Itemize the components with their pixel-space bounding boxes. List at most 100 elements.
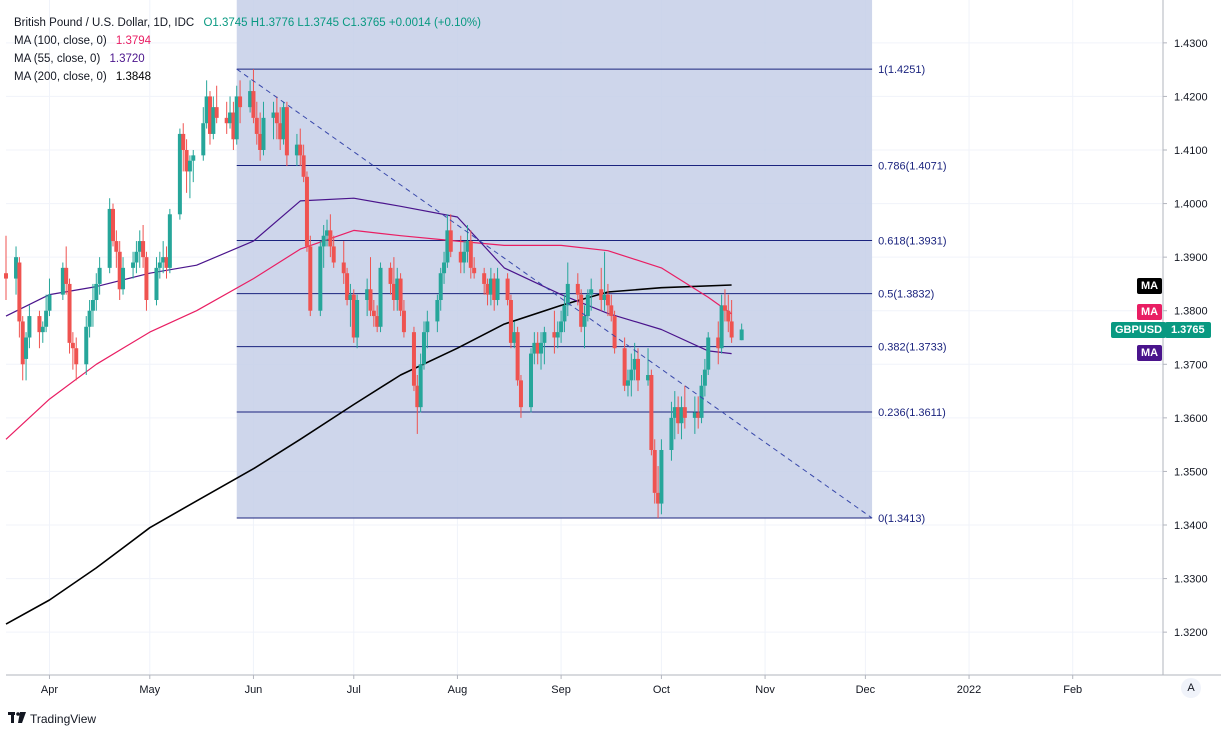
candle-down bbox=[656, 492, 661, 504]
candle-down bbox=[17, 262, 22, 322]
candle-up bbox=[137, 241, 142, 252]
candle-down bbox=[224, 117, 229, 124]
fib-level-label: 0.5(1.3832) bbox=[878, 289, 934, 301]
candle-up bbox=[462, 251, 467, 263]
legend-ma200-row[interactable]: MA (200, close, 0) 1.3848 bbox=[14, 68, 481, 86]
candle-up bbox=[438, 273, 443, 300]
candle-up bbox=[646, 375, 651, 381]
candle-down bbox=[726, 310, 731, 322]
auto-scale-button[interactable]: A bbox=[1181, 678, 1201, 698]
candle-up bbox=[154, 267, 159, 300]
candle-up bbox=[555, 332, 560, 338]
candle-down bbox=[482, 273, 487, 284]
symbol-price-tag: GBPUSD bbox=[1111, 322, 1167, 338]
candle-up bbox=[294, 144, 299, 156]
candle-up bbox=[44, 310, 49, 327]
brand-name: TradingView bbox=[30, 711, 97, 726]
candle-down bbox=[696, 412, 701, 418]
candle-down bbox=[371, 310, 376, 317]
time-tick-label: Nov bbox=[755, 684, 775, 696]
tradingview-logo-icon bbox=[8, 711, 26, 726]
candle-down bbox=[401, 310, 406, 333]
candle-up bbox=[261, 117, 266, 150]
time-tick-label: Aug bbox=[448, 684, 468, 696]
candle-up bbox=[706, 337, 711, 370]
candle-up bbox=[27, 316, 32, 338]
candle-up bbox=[465, 241, 470, 252]
legend-ma100-row[interactable]: MA (100, close, 0) 1.3794 bbox=[14, 32, 481, 50]
candle-down bbox=[609, 305, 614, 317]
brand-footer[interactable]: TradingView bbox=[8, 711, 96, 726]
ma100-price-tag: MA bbox=[1137, 304, 1163, 320]
candle-up bbox=[47, 294, 52, 311]
candle-up bbox=[187, 160, 192, 172]
candle-up bbox=[395, 278, 400, 300]
time-tick-label: Jun bbox=[245, 684, 263, 696]
candle-down bbox=[254, 117, 259, 134]
candle-down bbox=[20, 321, 25, 365]
price-tick-label: 1.4200 bbox=[1174, 91, 1208, 103]
candle-up bbox=[692, 412, 697, 418]
legend-ma200-value: 1.3848 bbox=[115, 71, 152, 83]
candle-up bbox=[495, 278, 500, 300]
candle-up bbox=[488, 278, 493, 295]
candle-up bbox=[94, 283, 99, 300]
candle-down bbox=[716, 337, 721, 349]
legend-ma55-row[interactable]: MA (55, close, 0) 1.3720 bbox=[14, 50, 481, 68]
candle-up bbox=[87, 310, 92, 327]
candle-down bbox=[328, 230, 333, 247]
candle-up bbox=[602, 294, 607, 300]
price-tick-label: 1.3400 bbox=[1174, 520, 1208, 532]
fibonacci-retracement-area[interactable] bbox=[236, 0, 873, 519]
legend-ohlc: O1.3745 H1.3776 L1.3745 C1.3765 +0.0014 … bbox=[203, 17, 481, 29]
candle-down bbox=[251, 91, 256, 118]
ma55-price-tag: MA bbox=[1137, 345, 1163, 361]
candle-down bbox=[117, 251, 122, 290]
candle-down bbox=[649, 375, 654, 450]
candle-up bbox=[318, 246, 323, 311]
candle-down bbox=[398, 278, 403, 311]
symbol-tag-name: GBPUSD bbox=[1115, 324, 1163, 336]
candle-down bbox=[505, 278, 510, 300]
candle-down bbox=[274, 112, 279, 124]
candle-up bbox=[14, 257, 19, 279]
candle-up bbox=[90, 300, 95, 311]
price-tick-label: 1.4100 bbox=[1174, 145, 1208, 157]
candle-down bbox=[37, 316, 42, 333]
candle-up bbox=[167, 214, 172, 268]
candle-down bbox=[70, 342, 75, 349]
candle-down bbox=[141, 241, 146, 258]
candle-down bbox=[492, 278, 497, 300]
candle-up bbox=[131, 262, 136, 268]
candle-up bbox=[512, 332, 517, 343]
candle-down bbox=[67, 283, 72, 343]
candle-up bbox=[84, 326, 89, 365]
candle-down bbox=[612, 316, 617, 349]
chart-legend: British Pound / U.S. Dollar, 1D, IDC O1.… bbox=[14, 14, 481, 86]
candle-up bbox=[659, 450, 664, 504]
candle-down bbox=[284, 107, 289, 156]
legend-ma55-label: MA (55, close, 0) bbox=[14, 53, 101, 65]
fibonacci-labels: 1(1.4251) 0.786(1.4071) 0.618(1.3931) 0.5(1… bbox=[878, 64, 947, 525]
candle-up bbox=[157, 262, 162, 268]
candle-down bbox=[729, 321, 734, 338]
candle-up bbox=[107, 208, 112, 268]
time-tick-label: Jul bbox=[347, 684, 361, 696]
candle-down bbox=[331, 246, 336, 263]
candle-up bbox=[539, 342, 544, 354]
candle-down bbox=[301, 155, 306, 177]
candle-up bbox=[582, 316, 587, 327]
candle-down bbox=[575, 283, 580, 295]
candle-up bbox=[532, 342, 537, 354]
candle-up bbox=[632, 358, 637, 370]
trendline[interactable] bbox=[236, 68, 873, 519]
candle-down bbox=[458, 251, 463, 263]
fib-level-label: 1(1.4251) bbox=[878, 64, 925, 76]
candle-down bbox=[258, 133, 263, 150]
candle-down bbox=[622, 348, 627, 386]
candle-up bbox=[719, 305, 724, 349]
price-axis[interactable]: 1.4300 1.4200 1.4100 1.4000 1.3900 1.3800 1.37… bbox=[1163, 38, 1208, 639]
price-tick-label: 1.4000 bbox=[1174, 199, 1208, 211]
time-axis[interactable]: Apr May Jun Jul Aug Sep Oct Nov Dec 2022 Feb bbox=[41, 675, 1082, 696]
